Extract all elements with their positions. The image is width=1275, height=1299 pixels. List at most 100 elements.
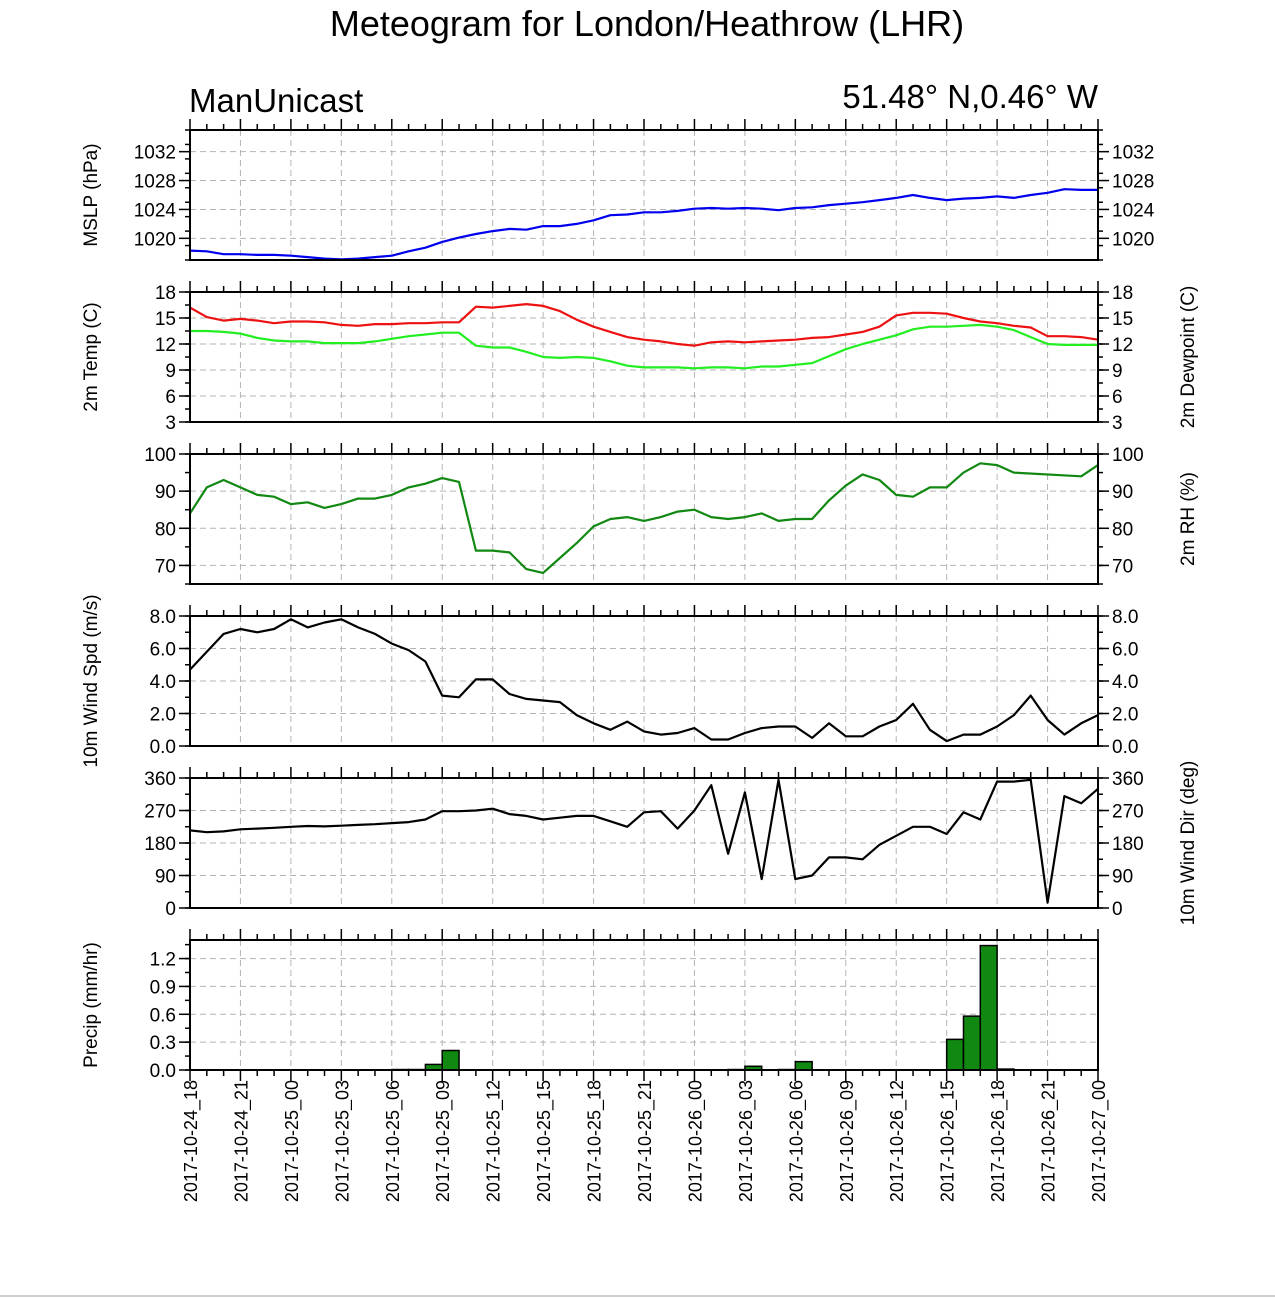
precip-left-tick-label: 0.0 <box>150 1061 176 1082</box>
wind_dir-left-tick-label: 180 <box>144 834 176 855</box>
time-axis: 2017-10-24_18 2017-10-24_21 2017-10-25_00 2… <box>181 1070 1110 1202</box>
mslp-right-tick-label: 1032 <box>1112 143 1154 164</box>
precip-bar <box>441 1049 460 1071</box>
wind_dir-right-axis-title: 10m Wind Dir (deg) <box>1178 761 1199 926</box>
mslp-right-tick-label: 1020 <box>1112 229 1154 250</box>
temp-left-tick-label: 15 <box>155 309 176 330</box>
time-axis-label: 2017-10-25_06 <box>383 1080 404 1202</box>
wind_speed-right-tick-label: 8.0 <box>1112 607 1138 628</box>
time-axis-label: 2017-10-25_09 <box>433 1080 454 1202</box>
time-axis-label: 2017-10-25_21 <box>635 1080 656 1202</box>
wind_speed-left-axis-title: 10m Wind Spd (m/s) <box>81 594 102 767</box>
model-name: ManUnicast <box>189 82 363 119</box>
rh-right-axis-title: 2m RH (%) <box>1178 472 1199 566</box>
wind_speed-right-tick-label: 6.0 <box>1112 640 1138 661</box>
time-axis-label: 2017-10-25_00 <box>282 1080 303 1202</box>
time-axis-label: 2017-10-26_06 <box>786 1080 807 1202</box>
precip-left-tick-label: 0.3 <box>150 1033 176 1054</box>
time-axis-label: 2017-10-24_18 <box>181 1080 202 1202</box>
precip-left-axis-title: Precip (mm/hr) <box>81 942 102 1068</box>
wind_dir-right-tick-label: 270 <box>1112 802 1144 823</box>
wind_speed-left-tick-label: 8.0 <box>150 607 176 628</box>
time-axis-label: 2017-10-25_15 <box>534 1080 555 1202</box>
wind_dir-series-line <box>189 778 1099 904</box>
time-axis-label: 2017-10-26_18 <box>988 1080 1009 1202</box>
temp-right-tick-label: 3 <box>1112 413 1123 434</box>
mslp-left-axis-title: MSLP (hPa) <box>81 143 102 246</box>
time-axis-label: 2017-10-25_18 <box>585 1080 606 1202</box>
mslp-left-tick-label: 1028 <box>134 172 176 193</box>
temp-series-line <box>189 303 1099 347</box>
mslp-right-tick-label: 1028 <box>1112 172 1154 193</box>
wind_dir-left-tick-label: 360 <box>144 769 176 790</box>
wind_speed-left-tick-label: 6.0 <box>150 640 176 661</box>
time-axis-label: 2017-10-26_21 <box>1039 1080 1060 1202</box>
rh-panel: 70 70 80 80 90 90 100 100 2m RH (%) <box>144 443 1199 585</box>
temp-left-tick-label: 18 <box>155 283 176 304</box>
rh-left-tick-label: 70 <box>155 556 176 577</box>
meteogram-panels: 1020 1020 1024 1024 1028 1028 1032 1032 MSLP (hP… <box>81 119 1199 1082</box>
temp-right-tick-label: 15 <box>1112 309 1133 330</box>
wind_speed-right-tick-label: 0.0 <box>1112 737 1138 758</box>
time-axis-label: 2017-10-26_09 <box>837 1080 858 1202</box>
mslp-left-tick-label: 1032 <box>134 143 176 164</box>
rh-left-tick-label: 90 <box>155 482 176 503</box>
wind_speed-left-tick-label: 2.0 <box>150 705 176 726</box>
precip-bar <box>962 1015 982 1071</box>
precip-bar <box>794 1060 813 1071</box>
temp-right-tick-label: 18 <box>1112 283 1133 304</box>
temp-left-axis-title: 2m Temp (C) <box>81 302 102 411</box>
time-axis-label: 2017-10-26_15 <box>938 1080 959 1202</box>
wind_speed-panel: 0.0 0.0 2.0 2.0 4.0 4.0 6.0 6.0 8.0 8.0 10m Wind S… <box>81 594 1138 767</box>
wind_dir-left-tick-label: 90 <box>155 867 176 888</box>
wind_speed-right-tick-label: 4.0 <box>1112 672 1138 693</box>
precip-left-tick-label: 0.6 <box>150 1005 176 1026</box>
time-axis-label: 2017-10-26_12 <box>887 1080 908 1202</box>
wind_speed-right-tick-label: 2.0 <box>1112 705 1138 726</box>
wind_speed-series-line <box>189 618 1099 743</box>
temp-right-tick-label: 12 <box>1112 335 1133 356</box>
wind_dir-left-tick-label: 270 <box>144 802 176 823</box>
temp-series-line <box>190 323 1098 370</box>
wind_dir-left-tick-label: 0 <box>165 899 176 920</box>
rh-right-tick-label: 100 <box>1112 445 1144 466</box>
wind_speed-left-tick-label: 0.0 <box>150 737 176 758</box>
time-axis-label: 2017-10-24_21 <box>231 1080 252 1202</box>
mslp-left-tick-label: 1024 <box>134 200 177 221</box>
precip-bar <box>945 1038 965 1071</box>
wind_dir-right-tick-label: 180 <box>1112 834 1144 855</box>
wind_dir-panel: 0 0 90 90 180 180 270 270 360 360 10m Wind Dir (de… <box>144 761 1199 926</box>
rh-right-tick-label: 90 <box>1112 482 1133 503</box>
wind_dir-right-tick-label: 0 <box>1112 899 1123 920</box>
temp-panel: 3 3 6 6 9 9 12 12 15 15 18 18 2m Temp (C) 2m Dewpoint… <box>81 281 1199 434</box>
time-axis-label: 2017-10-25_03 <box>332 1080 353 1202</box>
temp-left-tick-label: 9 <box>165 361 176 382</box>
wind_speed-left-tick-label: 4.0 <box>150 672 176 693</box>
time-axis-label: 2017-10-26_00 <box>685 1080 706 1202</box>
rh-left-tick-label: 80 <box>155 519 176 540</box>
mslp-right-tick-label: 1024 <box>1112 200 1155 221</box>
wind_dir-right-tick-label: 90 <box>1112 867 1133 888</box>
temp-right-tick-label: 9 <box>1112 361 1123 382</box>
precip-panel: 0.0 0.3 0.6 0.9 1.2 Precip (mm/hr) <box>81 929 1099 1082</box>
temp-right-tick-label: 6 <box>1112 387 1123 408</box>
figure-title: Meteogram for London/Heathrow (LHR) <box>330 3 964 44</box>
time-axis-label: 2017-10-26_03 <box>736 1080 757 1202</box>
temp-left-tick-label: 3 <box>165 413 176 434</box>
rh-series-line <box>189 462 1099 575</box>
temp-left-tick-label: 6 <box>165 387 176 408</box>
location-coordinates: 51.48° N,0.46° W <box>842 78 1099 115</box>
time-axis-label: 2017-10-25_12 <box>484 1080 505 1202</box>
precip-left-tick-label: 0.9 <box>150 977 176 998</box>
wind_dir-right-tick-label: 360 <box>1112 769 1144 790</box>
precip-left-tick-label: 1.2 <box>150 950 176 971</box>
time-axis-label: 2017-10-27_00 <box>1089 1080 1110 1202</box>
rh-right-tick-label: 80 <box>1112 519 1133 540</box>
temp-left-tick-label: 12 <box>155 335 176 356</box>
mslp-panel: 1020 1020 1024 1024 1028 1028 1032 1032 MSLP (hP… <box>81 119 1155 261</box>
temp-right-axis-title: 2m Dewpoint (C) <box>1178 286 1199 429</box>
rh-left-tick-label: 100 <box>144 445 176 466</box>
precip-bar <box>979 944 998 1071</box>
mslp-left-tick-label: 1020 <box>134 229 176 250</box>
